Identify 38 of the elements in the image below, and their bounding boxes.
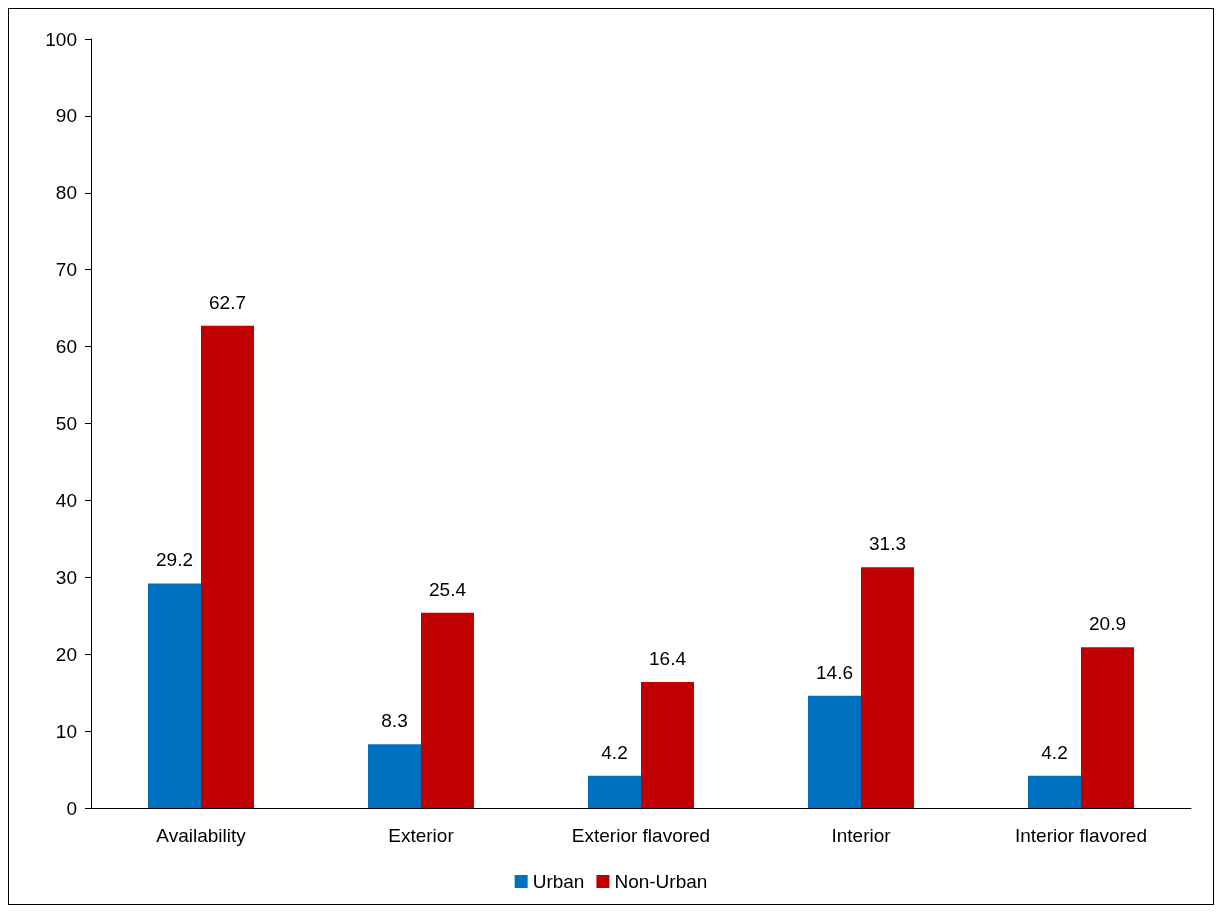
bar [861,567,914,808]
y-tick-label: 90 [55,105,77,127]
bar [368,744,421,808]
legend-label: Urban [532,871,585,892]
y-tick-label: 80 [55,182,77,204]
data-label: 20.9 [1089,613,1126,635]
y-tick-label: 0 [66,797,77,819]
data-label: 62.7 [209,291,246,313]
data-label: 4.2 [601,741,628,763]
bar [1081,647,1134,808]
data-label: 16.4 [649,647,687,669]
bar [201,325,254,808]
y-tick-label: 30 [55,566,77,588]
data-label: 14.6 [816,661,853,683]
y-tick-label: 10 [55,720,77,742]
data-label: 31.3 [869,533,906,555]
y-tick-label: 70 [55,259,77,281]
y-tick-label: 60 [55,336,77,358]
y-tick-label: 20 [55,643,77,665]
x-tick-label: Interior [831,825,892,846]
data-label: 8.3 [381,710,408,732]
x-tick-label: Availability [156,825,247,846]
bar [1028,775,1081,808]
data-label: 4.2 [1041,741,1068,763]
y-tick-label: 50 [55,413,77,434]
x-tick-label: Interior flavored [1014,825,1148,846]
legend-label: Non-Urban [614,871,708,892]
y-tick-label: 40 [55,489,77,511]
bar [148,583,201,808]
x-tick-label: Exterior flavored [571,825,711,846]
bar [421,612,474,808]
x-tick-label: Exterior [388,825,455,846]
data-label: 25.4 [429,578,467,600]
bar [588,775,641,808]
bar [808,695,861,808]
y-tick-label: 100 [45,28,77,50]
data-label: 29.2 [156,549,193,571]
bar [641,681,694,808]
